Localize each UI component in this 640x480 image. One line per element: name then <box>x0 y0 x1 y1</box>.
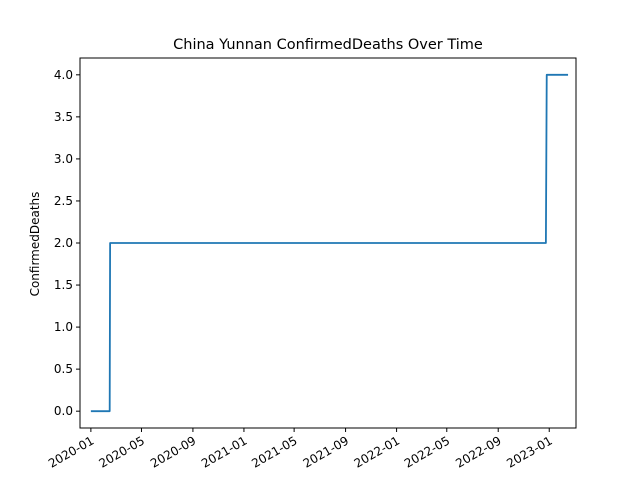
y-axis: 0.0 0.5 1.0 1.5 2.0 2.5 3.0 3.5 4.0 <box>54 68 80 418</box>
y-tick-label: 1.0 <box>54 320 73 334</box>
y-tick-label: 4.0 <box>54 68 73 82</box>
series-line <box>90 73 569 413</box>
x-tick-label: 2022-01 <box>352 433 402 470</box>
y-tick-label: 0.5 <box>54 362 73 376</box>
x-tick-label: 2023-01 <box>504 433 554 470</box>
y-tick-label: 2.5 <box>54 194 73 208</box>
y-tick-label: 3.5 <box>54 110 73 124</box>
y-tick-label: 2.0 <box>54 236 73 250</box>
plot-frame <box>79 57 577 429</box>
chart-title: China Yunnan ConfirmedDeaths Over Time <box>173 37 483 53</box>
x-tick-label: 2021-01 <box>199 433 249 470</box>
y-tick-label: 0.0 <box>54 404 73 418</box>
x-tick-label: 2022-05 <box>402 433 452 470</box>
y-tick-label: 1.5 <box>54 278 73 292</box>
x-axis: 2020-01 2020-05 2020-09 2021-01 2021-05 2021-… <box>46 428 555 471</box>
x-tick-label: 2022-09 <box>453 433 503 470</box>
plot-area <box>90 73 569 413</box>
x-tick-label: 2021-05 <box>249 433 299 470</box>
y-tick-label: 3.0 <box>54 152 73 166</box>
x-tick-label: 2020-09 <box>148 433 198 470</box>
y-axis-label: ConfirmedDeaths <box>28 192 42 297</box>
x-tick-label: 2020-05 <box>97 433 147 470</box>
x-tick-label: 2021-09 <box>301 433 351 470</box>
x-tick-label: 2020-01 <box>46 433 96 470</box>
